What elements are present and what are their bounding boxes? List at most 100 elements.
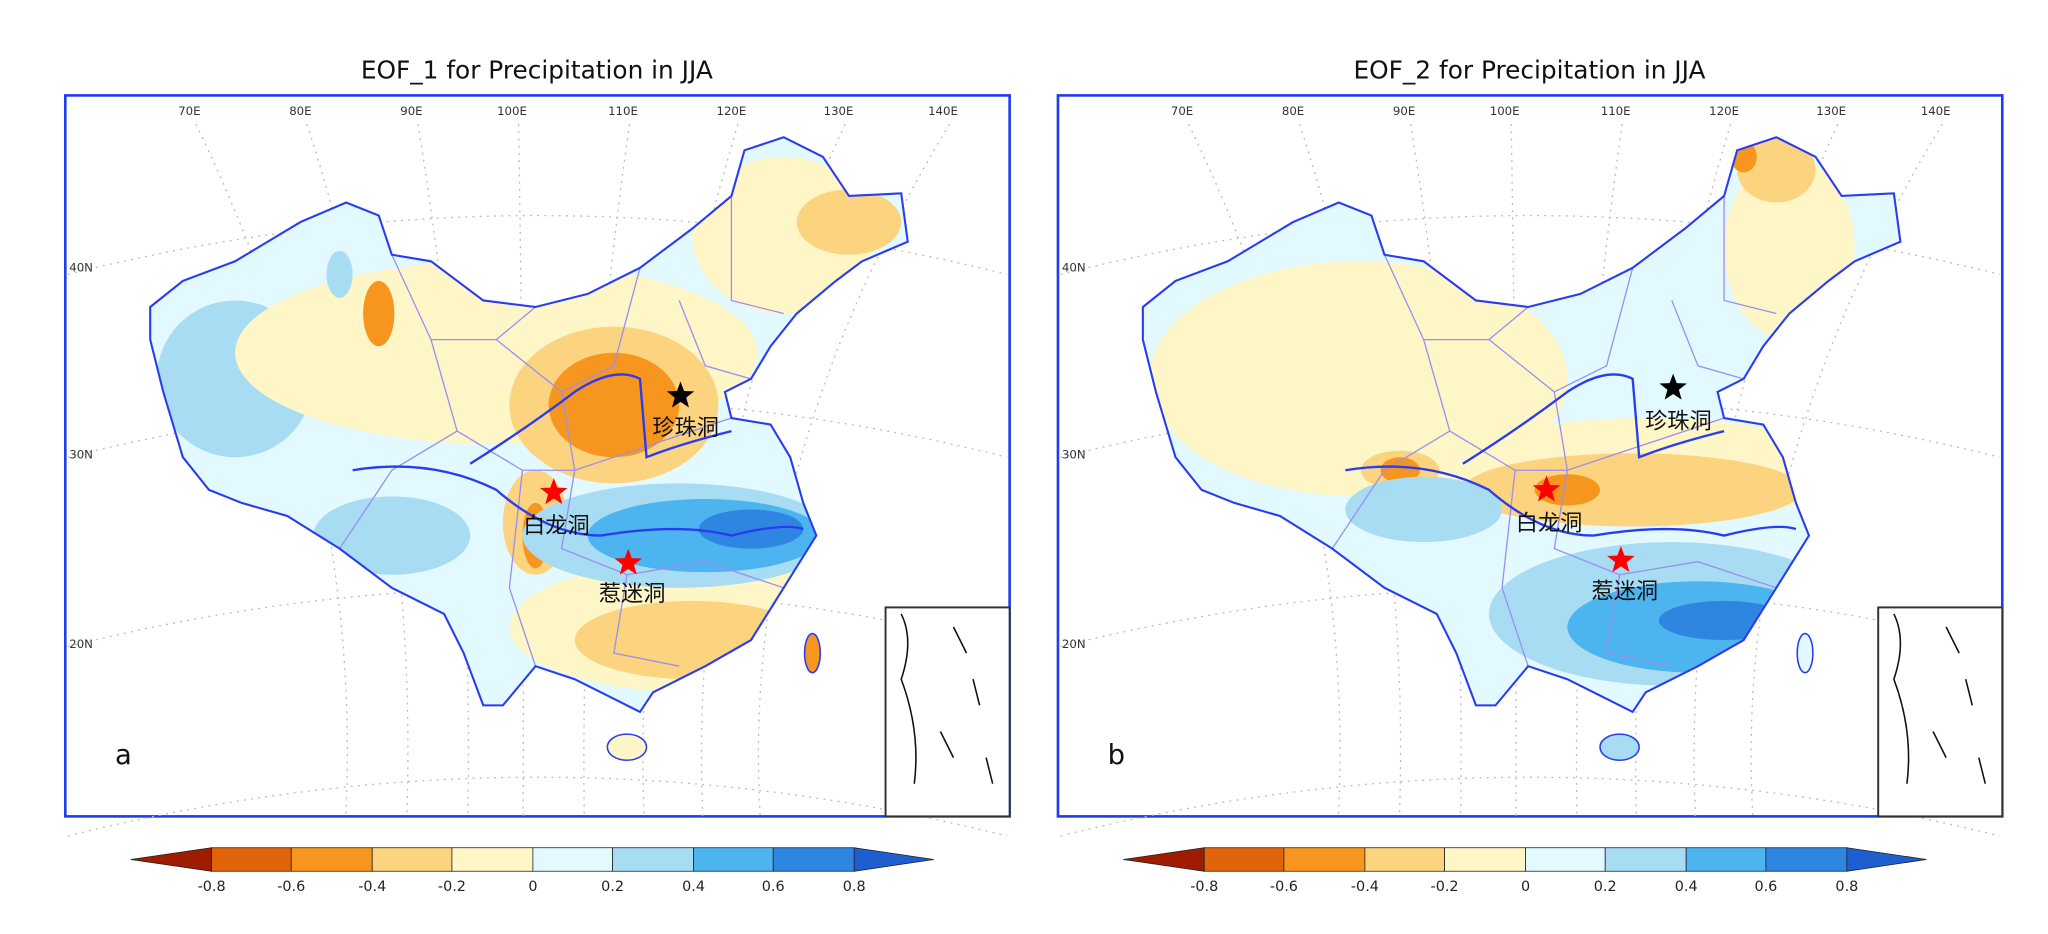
lon-label: 70E	[1171, 104, 1193, 118]
province-boundary	[730, 195, 784, 315]
hainan-island	[1599, 733, 1640, 762]
province-boundary	[495, 267, 641, 393]
panel-title: EOF_2 for Precipitation in JJA	[1353, 55, 1705, 84]
station-label: 惹迷洞	[599, 581, 666, 607]
yangtze-river	[352, 465, 804, 537]
station-label: 白龙洞	[1516, 510, 1583, 536]
field-contour	[1737, 137, 1816, 203]
yellow-river	[1462, 373, 1725, 465]
province-boundary	[1331, 339, 1451, 549]
colorbar-bin	[1525, 847, 1606, 872]
province-boundary	[560, 391, 732, 472]
province-boundary	[1488, 267, 1634, 393]
south-china-sea-inset	[1877, 606, 2004, 818]
station-star-icon	[614, 548, 642, 575]
province-boundary	[1605, 574, 1672, 667]
station-label: 惹迷洞	[1592, 578, 1659, 604]
lon-label: 130E	[1816, 104, 1846, 118]
lon-label: 140E	[1921, 104, 1951, 118]
colorbar-tick-label: -0.2	[438, 879, 466, 895]
colorbar-bin	[1203, 847, 1285, 872]
colorbar-bin	[1604, 847, 1687, 872]
colorbar-tick-label: 0.6	[762, 879, 785, 895]
colorbar-bin	[1364, 847, 1445, 872]
province-boundary	[613, 574, 680, 667]
field-contour	[1149, 261, 1568, 497]
field-contour	[363, 280, 395, 347]
yellow-river	[469, 373, 732, 465]
province-boundary	[1671, 300, 1744, 380]
field-contour	[698, 509, 804, 549]
colorbar-bin	[1283, 847, 1366, 872]
lon-label: 110E	[1601, 104, 1631, 118]
colorbar-high-arrow	[853, 847, 934, 872]
colorbar-tick-label: 0.4	[682, 879, 705, 895]
colorbar: -0.8 -0.6 -0.4 -0.2 0 0.2 0.4 0.6 0.8	[1123, 847, 1927, 895]
colorbar-bin	[612, 847, 694, 872]
colorbar-tick-label: 0.4	[1675, 879, 1698, 895]
china-border	[1141, 136, 1902, 714]
inset-coastline	[900, 613, 994, 784]
panel-title: EOF_1 for Precipitation in JJA	[361, 55, 713, 84]
station-star-icon	[1607, 546, 1635, 573]
lon-label: 80E	[1282, 104, 1304, 118]
province-boundary	[391, 254, 536, 341]
colorbar-tick-label: 0.6	[1754, 879, 1777, 895]
lat-label: 30N	[1062, 448, 1086, 462]
field-contour	[1345, 476, 1503, 543]
taiwan-island	[1796, 632, 1814, 674]
south-china-sea-inset	[884, 606, 1011, 818]
field-contour	[796, 189, 902, 255]
lon-label: 110E	[608, 104, 638, 118]
lon-label: 120E	[1709, 104, 1739, 118]
hainan-island	[606, 733, 648, 762]
colorbar-tick-label: 0.8	[843, 879, 866, 895]
meridian-line	[1409, 124, 1462, 817]
colorbar-bin	[451, 847, 534, 872]
colorbar-tick-label: 0	[1521, 879, 1530, 895]
colorbar-tick-label: -0.8	[198, 879, 226, 895]
colorbar: -0.8 -0.6 -0.4 -0.2 0 0.2 0.4 0.6 0.8	[130, 847, 934, 895]
colorbar-bin	[772, 847, 855, 872]
map-panel-a: EOF_1 for Precipitation in JJA 70E 80E 90E 1…	[64, 55, 1011, 895]
taiwan-island	[803, 632, 822, 674]
lat-label: 20N	[1062, 637, 1086, 651]
lat-label: 20N	[69, 637, 93, 651]
field-contour	[313, 496, 471, 575]
colorbar-low-arrow	[130, 847, 212, 872]
province-boundary	[1723, 195, 1777, 315]
colorbar-tick-label: -0.4	[1351, 879, 1379, 895]
station-label: 珍珠洞	[1645, 408, 1712, 434]
colorbar-bin	[371, 847, 453, 872]
field-contour	[1380, 457, 1420, 484]
colorbar-bin	[1765, 847, 1848, 872]
province-boundary	[1501, 470, 1529, 667]
lon-label: 70E	[178, 104, 200, 118]
colorbar-tick-label: -0.6	[1270, 879, 1298, 895]
station-star-icon	[666, 381, 695, 408]
lat-label: 40N	[1062, 261, 1086, 275]
colorbar-bin	[1444, 847, 1526, 872]
station-star-icon	[1659, 373, 1687, 400]
field-contour	[1462, 453, 1803, 527]
colorbar-tick-label: 0	[528, 879, 537, 895]
lon-label: 100E	[1490, 104, 1520, 118]
colorbar-tick-label: 0.2	[1594, 879, 1617, 895]
colorbar-low-arrow	[1123, 847, 1205, 872]
colorbar-tick-label: -0.6	[277, 879, 305, 895]
colorbar-tick-label: -0.2	[1431, 879, 1459, 895]
province-boundary	[1553, 391, 1725, 472]
colorbar-bin	[532, 847, 613, 872]
colorbar-tick-label: 0.2	[601, 879, 624, 895]
province-boundary	[1383, 254, 1529, 341]
lon-label: 130E	[824, 104, 854, 118]
province-boundary	[339, 339, 458, 549]
lon-label: 80E	[289, 104, 311, 118]
lon-label: 90E	[1393, 104, 1415, 118]
lon-label: 140E	[928, 104, 958, 118]
lat-label: 30N	[69, 448, 93, 462]
panel-letter: a	[115, 740, 132, 771]
colorbar-bin	[290, 847, 373, 872]
colorbar-high-arrow	[1846, 847, 1927, 872]
